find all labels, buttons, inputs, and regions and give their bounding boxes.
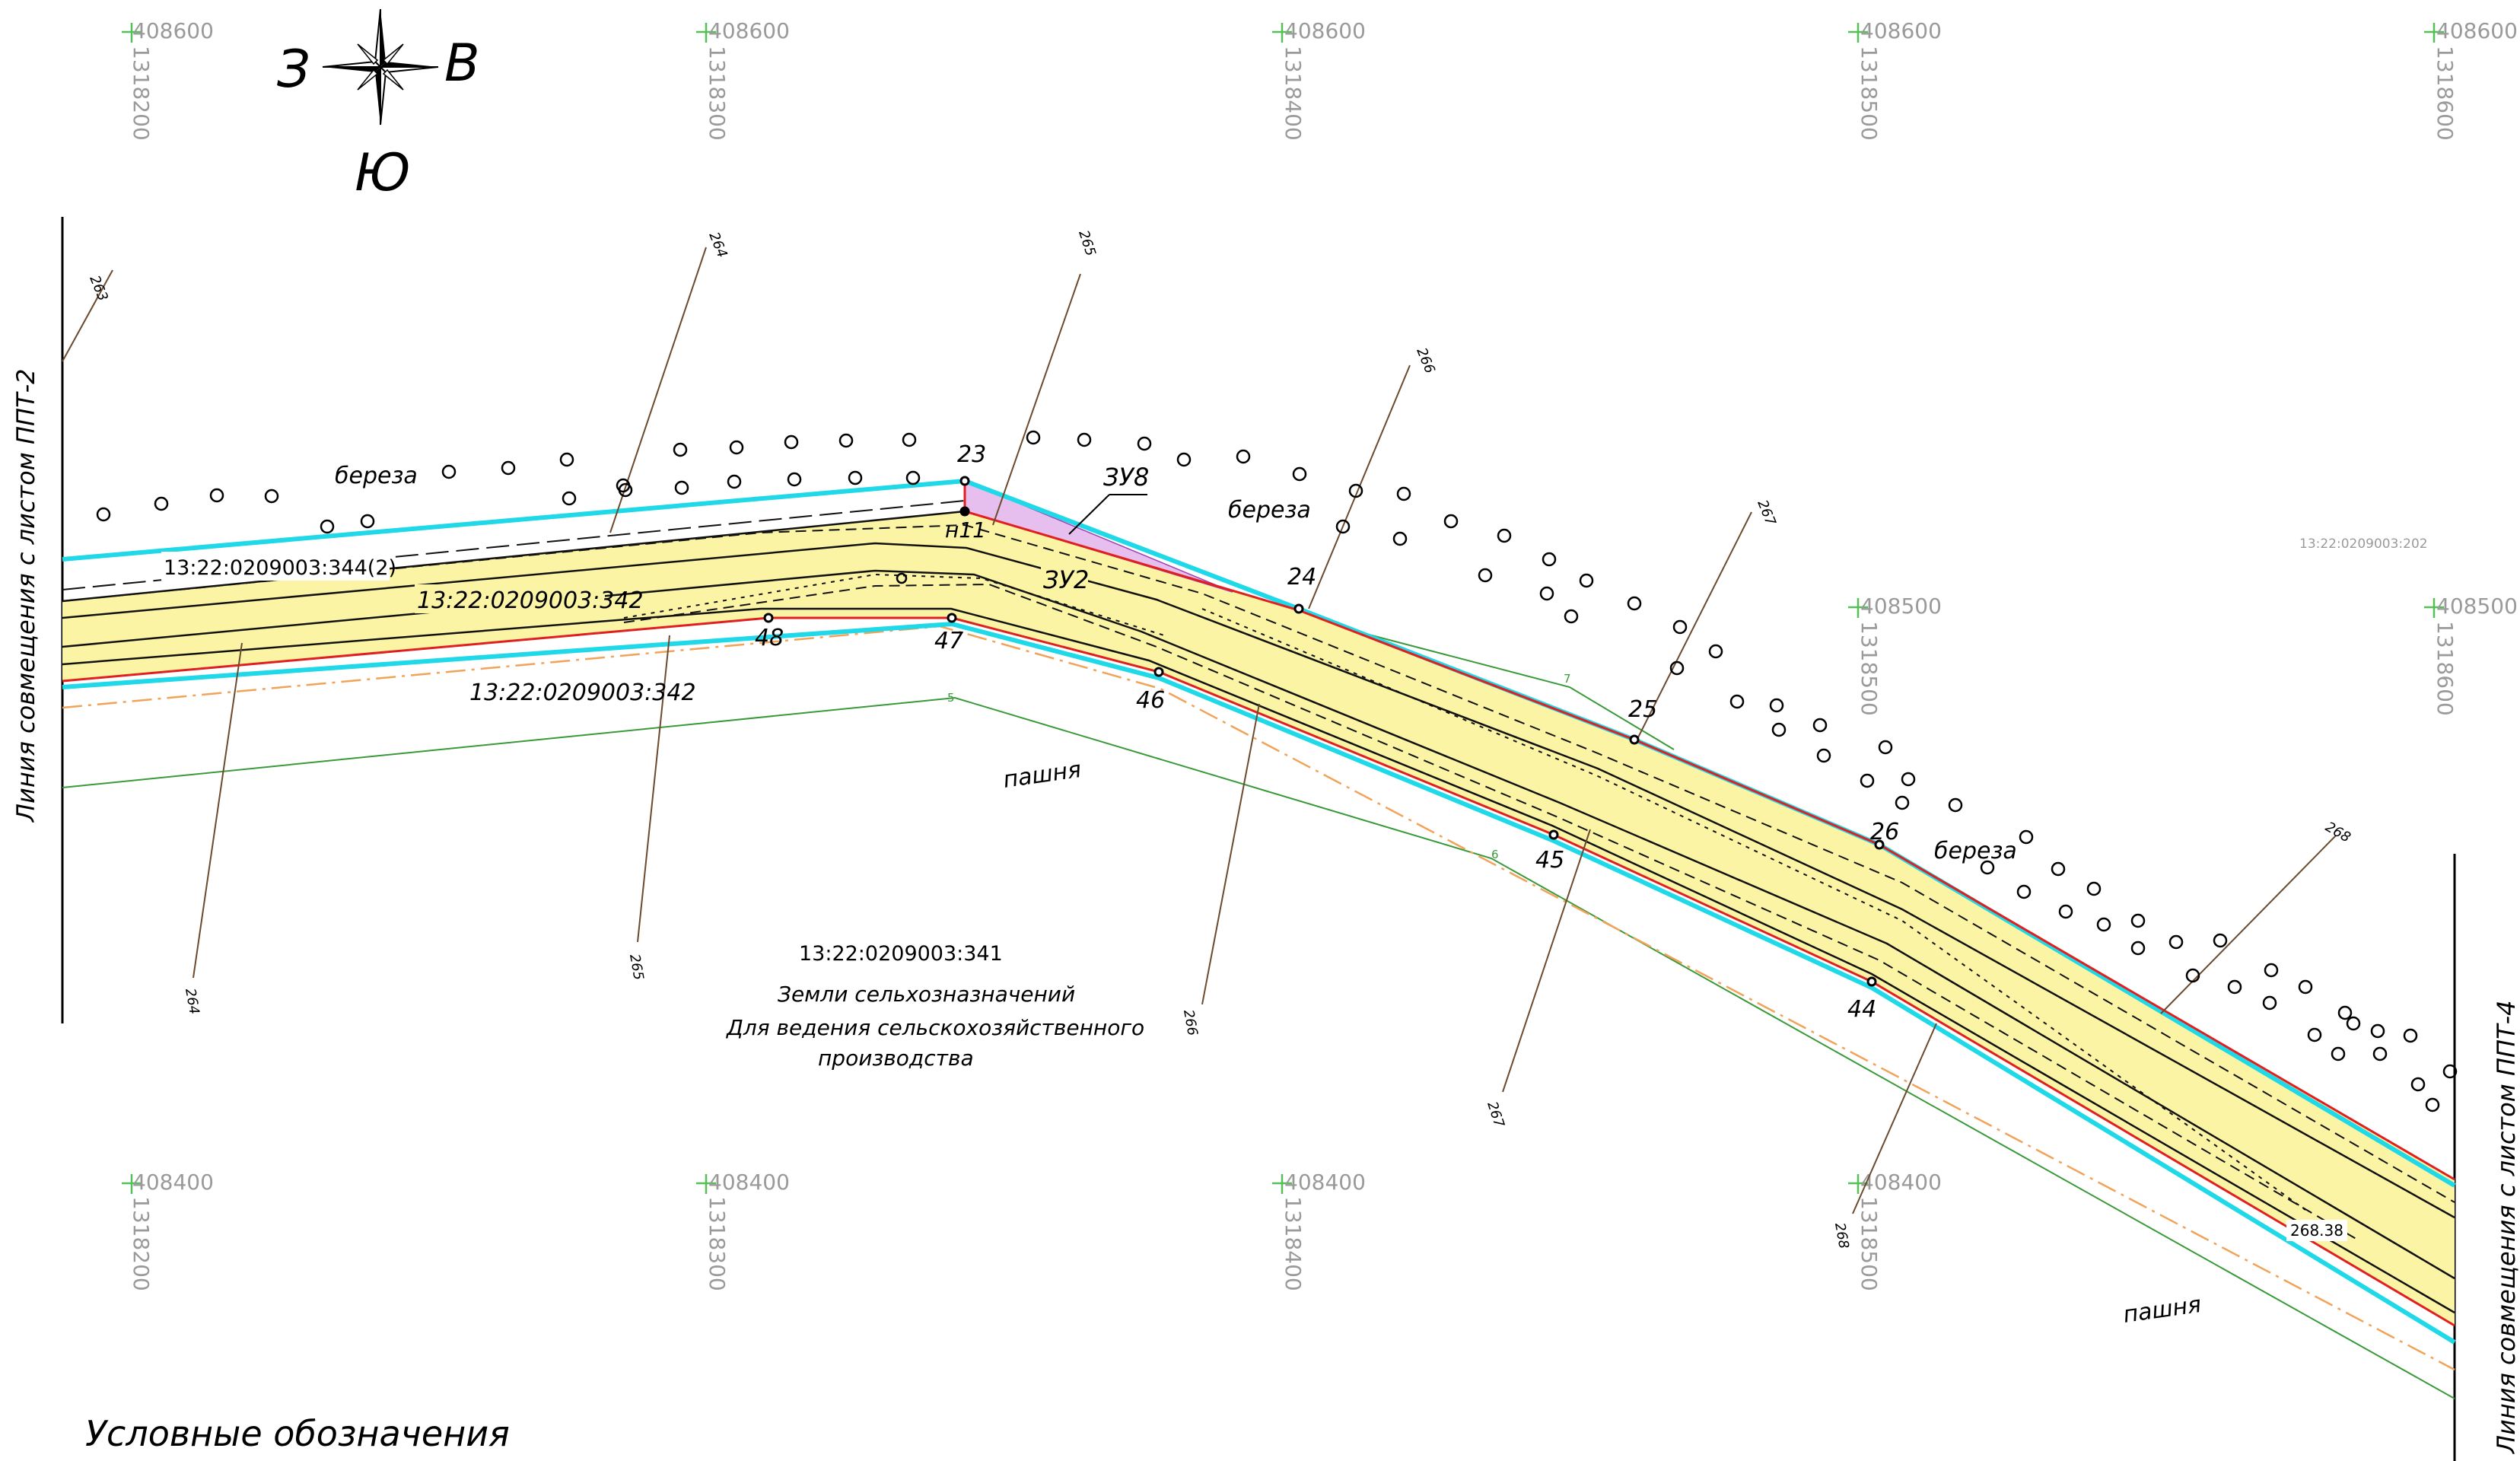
point-n11: н11 [945, 517, 986, 543]
contour-267-top: 267 [1754, 498, 1779, 528]
contour-266-bot: 266 [1180, 1008, 1201, 1036]
point-45: 45 [1535, 847, 1564, 874]
point-26: 26 [1870, 819, 1899, 845]
point-46: 46 [1136, 687, 1165, 714]
parcel-342-outside: 13:22:0209003:342 [469, 680, 696, 706]
terrain-field-2: пашня [2121, 1291, 2203, 1329]
contour-268-bot: 268 [1831, 1221, 1852, 1249]
compass-east: В [444, 33, 480, 94]
point-24: 24 [1287, 564, 1316, 590]
parcel-202: 13:22:0209003:202 [2299, 536, 2428, 552]
contour-265-top: 265 [1075, 228, 1099, 258]
road-dotted-lines [623, 573, 2306, 1211]
contour-263: 263 [86, 273, 110, 304]
mark-5: 5 [947, 691, 955, 705]
point-47: 47 [934, 628, 963, 654]
grid-y-bot-1: 408400 [132, 1170, 214, 1195]
compass-west: З [277, 40, 310, 100]
grid-y-top-5: 408600 [2436, 18, 2518, 43]
point-48: 48 [755, 625, 784, 651]
grid-x-3: 1318400 [1281, 46, 1306, 141]
road-dashed-lines [62, 524, 2455, 1241]
birch-tree-markers [96, 430, 2458, 1112]
land-use-line2: производства [818, 1046, 974, 1071]
road-corridor [62, 511, 2455, 1326]
zone-zu2-box [1041, 566, 1088, 594]
grid-y-top-2: 408600 [708, 18, 790, 43]
zone-zu2: ЗУ2 [1043, 565, 1089, 594]
parcel-344-bg [161, 552, 390, 581]
contour-lines [62, 247, 2337, 1214]
grid-x-1: 1318200 [129, 46, 154, 141]
parcel-344-2: 13:22:0209003:344(2) [164, 556, 396, 580]
parcel-341: 13:22:0209003:341 [799, 942, 1003, 966]
grid-y-top-4: 408600 [1860, 18, 1942, 43]
terrain-field-1: пашня [1001, 756, 1083, 794]
contour-labels: 263 264 264 265 265 266 266 267 267 268 … [86, 228, 2353, 1250]
legend-title: Условные обозначения [85, 1413, 510, 1454]
zu8-leader [1068, 494, 1110, 535]
land-use-line1: Для ведения сельскохозяйственного [725, 1015, 1144, 1040]
field-boundaries [62, 614, 2455, 1399]
terrain-birch-2: береза [1228, 497, 1311, 524]
left-match-label: Линия совмещения с листом ППТ-2 [11, 368, 40, 823]
grid-labels: 408600 408600 408600 408600 408600 40850… [129, 18, 2518, 1291]
survey-points [763, 476, 1885, 987]
contour-265-bot: 265 [626, 953, 647, 981]
cyan-south-border [62, 621, 2456, 1345]
orange-buffer-line [62, 625, 2455, 1371]
grid-x-1-bot: 1318200 [129, 1196, 154, 1291]
grid-x-2-bot: 1318300 [705, 1196, 730, 1291]
terrain-birch-1: береза [335, 463, 418, 489]
grid-x-3-bot: 1318400 [1281, 1196, 1306, 1291]
compass-south: Ю [355, 143, 410, 203]
point-23: 23 [957, 441, 986, 468]
compass-rose-icon [322, 8, 439, 126]
right-match-label: Линия совмещения с листом ППТ-4 [2492, 1000, 2520, 1454]
grid-y-bot-4: 408400 [1860, 1170, 1942, 1195]
grid-x-4-mid: 1318500 [1857, 621, 1882, 716]
contour-264-bot: 264 [182, 987, 202, 1015]
grid-y-bot-3: 408400 [1284, 1170, 1366, 1195]
grid-y-top-3: 408600 [1284, 18, 1366, 43]
mark-6: 6 [1491, 848, 1499, 861]
contour-266-top: 266 [1413, 345, 1437, 376]
grid-y-top-1: 408600 [132, 18, 214, 43]
grid-y-mid-5: 408500 [2436, 594, 2518, 619]
zone-zu8: ЗУ8 [1103, 463, 1149, 492]
contour-264-top: 264 [705, 230, 730, 260]
land-category: Земли сельхозназначений [778, 982, 1075, 1007]
mark-7: 7 [1564, 672, 1571, 686]
parcel-342-bg [415, 584, 605, 613]
contour-267-bot: 267 [1484, 1100, 1507, 1130]
elevation-box [2286, 1220, 2347, 1241]
point-44: 44 [1847, 996, 1876, 1023]
point-labels: 23 н11 24 25 26 44 45 46 47 48 [755, 441, 1899, 1023]
elevation-value: 268.38 [2290, 1221, 2343, 1240]
contour-268-top: 268 [2323, 819, 2353, 845]
grid-y-bot-2: 408400 [708, 1170, 790, 1195]
terrain-birch-3: береза [1934, 838, 2017, 864]
grid-x-4: 1318500 [1857, 46, 1882, 141]
grid-y-mid-4: 408500 [1860, 594, 1942, 619]
grid-x-5: 1318600 [2432, 46, 2458, 141]
grid-x-4-bot: 1318500 [1857, 1196, 1882, 1291]
grid-x-2: 1318300 [705, 46, 730, 141]
parcel-342-inside: 13:22:0209003:342 [417, 587, 644, 614]
red-north-boundary [963, 481, 2455, 1181]
point-25: 25 [1628, 696, 1657, 723]
grid-x-5-mid: 1318600 [2432, 621, 2458, 716]
